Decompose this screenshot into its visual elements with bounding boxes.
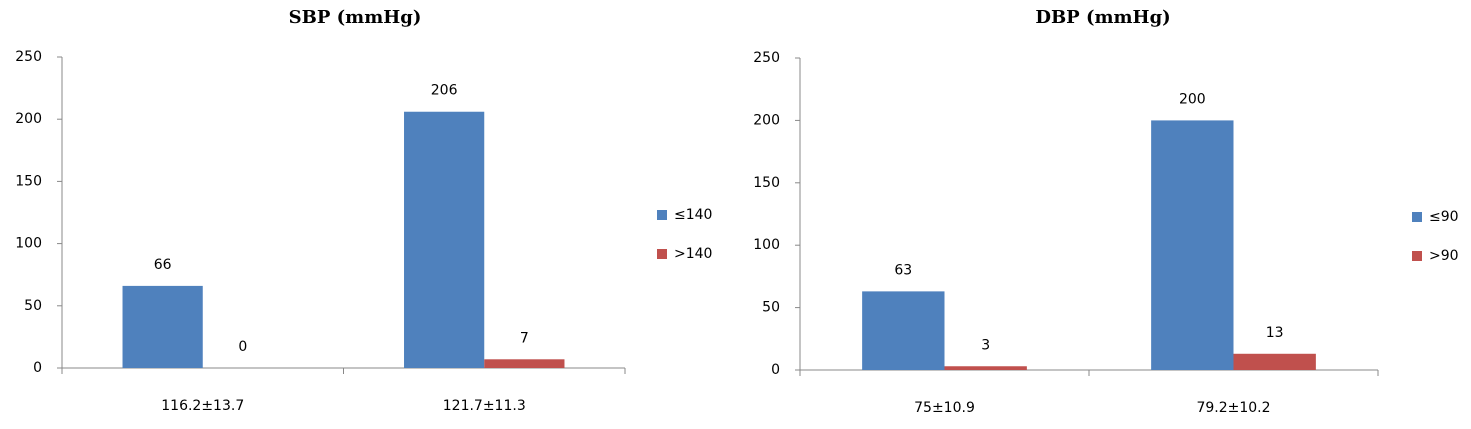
y-tick-label: 0 (771, 362, 780, 378)
legend-swatch (657, 210, 667, 220)
bar (122, 285, 203, 368)
legend-label: ≤140 (674, 207, 712, 223)
data-label: 0 (238, 339, 247, 355)
bar (862, 291, 945, 370)
bar (404, 111, 485, 369)
x-tick-label: 121.7±11.3 (443, 398, 526, 414)
legend-label: >140 (674, 246, 712, 262)
data-label: 200 (1179, 91, 1206, 107)
bar (944, 366, 1027, 370)
x-tick-label: 116.2±13.7 (161, 398, 244, 414)
legend-swatch (1412, 251, 1422, 261)
data-label: 13 (1266, 325, 1284, 341)
y-tick-label: 100 (753, 237, 780, 253)
bar (1233, 353, 1316, 370)
y-tick-label: 50 (762, 300, 780, 316)
y-tick-label: 150 (753, 175, 780, 191)
data-label: 63 (894, 262, 912, 278)
x-tick-label: 79.2±10.2 (1196, 400, 1270, 416)
chart-title: SBP (mmHg) (289, 7, 422, 28)
legend-swatch (1412, 212, 1422, 222)
y-tick-label: 200 (753, 112, 780, 128)
legend-label: >90 (1429, 248, 1459, 264)
data-label: 206 (431, 83, 458, 99)
y-tick-label: 50 (24, 298, 42, 314)
bar (484, 359, 565, 368)
data-label: 66 (154, 257, 172, 273)
y-tick-label: 150 (15, 173, 42, 189)
data-label: 3 (981, 337, 990, 353)
y-tick-label: 0 (33, 360, 42, 376)
data-label: 7 (520, 330, 529, 346)
bar (1151, 120, 1234, 371)
y-tick-label: 250 (753, 50, 780, 66)
legend-swatch (657, 249, 667, 259)
chart-title: DBP (mmHg) (1035, 7, 1170, 28)
y-tick-label: 250 (15, 49, 42, 65)
y-tick-label: 100 (15, 236, 42, 252)
y-tick-label: 200 (15, 111, 42, 127)
x-tick-label: 75±10.9 (914, 400, 975, 416)
legend-label: ≤90 (1429, 209, 1459, 225)
